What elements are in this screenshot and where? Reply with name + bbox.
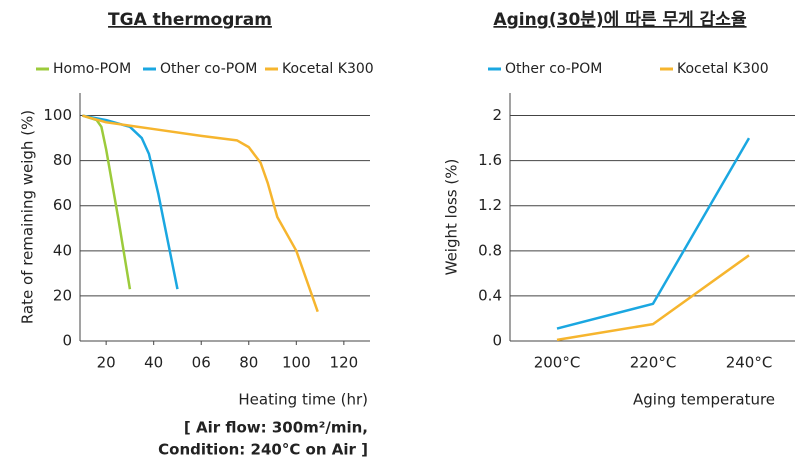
x-tick-label: 240°C <box>726 354 773 372</box>
y-tick-label: 20 <box>53 286 72 304</box>
y-tick-label: 60 <box>53 196 72 214</box>
data-line <box>556 254 750 342</box>
annotation: Condition: 240°C on Air ] <box>158 441 368 459</box>
legend-label: Kocetal K300 <box>677 61 769 77</box>
x-tick-label: 80 <box>239 354 258 372</box>
y-tick-label: 0 <box>62 332 72 350</box>
x-tick-label: 200°C <box>534 354 581 372</box>
y-tick-label: 0 <box>492 332 502 350</box>
y-tick-label: 1.2 <box>478 196 502 214</box>
annotation: [ Air flow: 300m²/min, <box>184 419 368 437</box>
data-line <box>82 114 132 290</box>
y-tick-label: 80 <box>53 151 72 169</box>
data-line <box>82 114 179 290</box>
y-axis-label: Weight loss (%) <box>443 159 461 276</box>
data-line <box>82 114 319 313</box>
y-axis-label: Rate of remaining weigh (%) <box>19 110 37 324</box>
x-tick-label: 40 <box>144 354 163 372</box>
legend-label: Other co-POM <box>160 61 257 77</box>
y-tick-label: 0.8 <box>478 241 502 259</box>
chart-title: Aging(30분)에 따른 무게 감소율 <box>493 10 746 30</box>
y-tick-label: 2 <box>492 106 502 124</box>
y-tick-label: 40 <box>53 241 72 259</box>
x-tick-label: 120 <box>330 354 359 372</box>
y-tick-label: 1.6 <box>478 151 502 169</box>
x-axis-label: Heating time (hr) <box>238 391 368 409</box>
x-tick-label: 06 <box>192 354 211 372</box>
legend-label: Other co-POM <box>505 61 602 77</box>
x-tick-label: 220°C <box>630 354 677 372</box>
data-line <box>556 137 751 330</box>
x-tick-label: 100 <box>282 354 311 372</box>
y-tick-label: 0.4 <box>478 286 502 304</box>
x-tick-label: 20 <box>97 354 116 372</box>
y-tick-label: 100 <box>43 106 72 124</box>
legend-label: Kocetal K300 <box>282 61 374 77</box>
x-axis-label: Aging temperature <box>633 391 775 409</box>
chart-title: TGA thermogram <box>108 10 272 30</box>
legend-label: Homo-POM <box>53 61 131 77</box>
